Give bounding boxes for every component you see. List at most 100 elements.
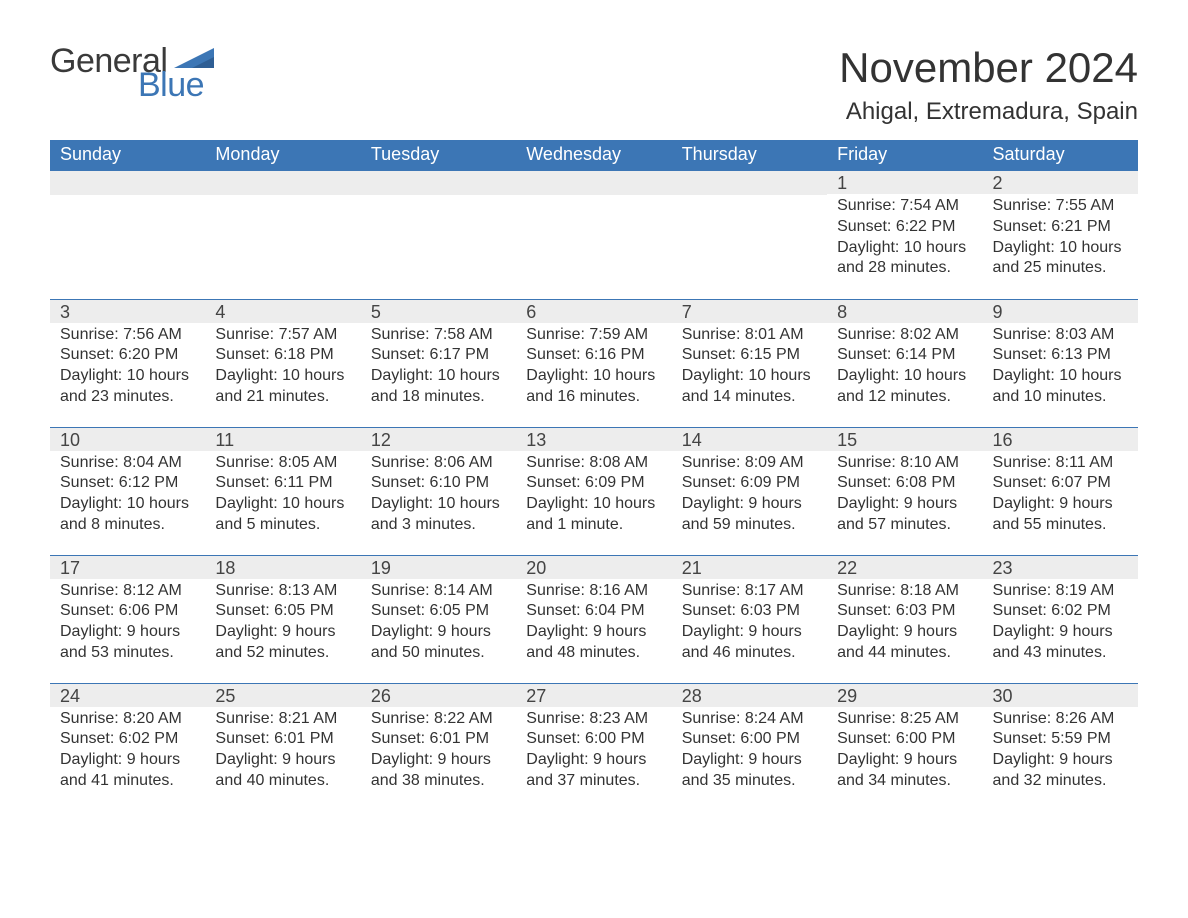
day-body: Sunrise: 8:25 AMSunset: 6:00 PMDaylight:… [827, 707, 982, 798]
daylight-line: Daylight: 9 hours and 41 minutes. [60, 750, 195, 792]
calendar-day-cell: 23Sunrise: 8:19 AMSunset: 6:02 PMDayligh… [983, 555, 1138, 683]
day-body: Sunrise: 8:19 AMSunset: 6:02 PMDaylight:… [983, 579, 1138, 670]
calendar-day-cell: 17Sunrise: 8:12 AMSunset: 6:06 PMDayligh… [50, 555, 205, 683]
sunrise-line: Sunrise: 8:09 AM [682, 453, 817, 474]
day-body: Sunrise: 7:56 AMSunset: 6:20 PMDaylight:… [50, 323, 205, 414]
day-body: Sunrise: 8:26 AMSunset: 5:59 PMDaylight:… [983, 707, 1138, 798]
day-number: 17 [50, 556, 205, 579]
daylight-line: Daylight: 9 hours and 55 minutes. [993, 494, 1128, 536]
day-number: 10 [50, 428, 205, 451]
sunrise-line: Sunrise: 8:22 AM [371, 709, 506, 730]
calendar-day-cell [516, 171, 671, 299]
sunrise-line: Sunrise: 8:16 AM [526, 581, 661, 602]
day-body: Sunrise: 8:02 AMSunset: 6:14 PMDaylight:… [827, 323, 982, 414]
page-title: November 2024 [839, 44, 1138, 92]
day-body [361, 195, 516, 203]
sunrise-line: Sunrise: 8:26 AM [993, 709, 1128, 730]
sunset-line: Sunset: 6:03 PM [837, 601, 972, 622]
day-number: 19 [361, 556, 516, 579]
day-body: Sunrise: 7:58 AMSunset: 6:17 PMDaylight:… [361, 323, 516, 414]
day-body: Sunrise: 8:06 AMSunset: 6:10 PMDaylight:… [361, 451, 516, 542]
day-number: 15 [827, 428, 982, 451]
day-number: 12 [361, 428, 516, 451]
sunrise-line: Sunrise: 8:19 AM [993, 581, 1128, 602]
day-number: 26 [361, 684, 516, 707]
calendar-day-cell: 7Sunrise: 8:01 AMSunset: 6:15 PMDaylight… [672, 299, 827, 427]
day-number: 11 [205, 428, 360, 451]
sunset-line: Sunset: 6:03 PM [682, 601, 817, 622]
daylight-line: Daylight: 9 hours and 44 minutes. [837, 622, 972, 664]
sunrise-line: Sunrise: 8:11 AM [993, 453, 1128, 474]
sunset-line: Sunset: 6:15 PM [682, 345, 817, 366]
sunrise-line: Sunrise: 7:55 AM [993, 196, 1128, 217]
sunrise-line: Sunrise: 8:18 AM [837, 581, 972, 602]
calendar-day-cell: 19Sunrise: 8:14 AMSunset: 6:05 PMDayligh… [361, 555, 516, 683]
sunset-line: Sunset: 6:10 PM [371, 473, 506, 494]
day-body: Sunrise: 8:24 AMSunset: 6:00 PMDaylight:… [672, 707, 827, 798]
daylight-line: Daylight: 10 hours and 21 minutes. [215, 366, 350, 408]
sunrise-line: Sunrise: 8:06 AM [371, 453, 506, 474]
day-body [516, 195, 671, 203]
page-subtitle: Ahigal, Extremadura, Spain [839, 98, 1138, 126]
calendar-day-cell [205, 171, 360, 299]
sunset-line: Sunset: 6:13 PM [993, 345, 1128, 366]
daylight-line: Daylight: 9 hours and 50 minutes. [371, 622, 506, 664]
day-number: 1 [827, 171, 982, 194]
calendar-day-cell: 3Sunrise: 7:56 AMSunset: 6:20 PMDaylight… [50, 299, 205, 427]
day-number: 27 [516, 684, 671, 707]
sunset-line: Sunset: 6:14 PM [837, 345, 972, 366]
daylight-line: Daylight: 10 hours and 28 minutes. [837, 238, 972, 280]
daylight-line: Daylight: 9 hours and 46 minutes. [682, 622, 817, 664]
calendar-day-cell: 28Sunrise: 8:24 AMSunset: 6:00 PMDayligh… [672, 683, 827, 811]
weekday-header-row: SundayMondayTuesdayWednesdayThursdayFrid… [50, 140, 1138, 171]
daylight-line: Daylight: 9 hours and 38 minutes. [371, 750, 506, 792]
sunset-line: Sunset: 6:08 PM [837, 473, 972, 494]
calendar-day-cell: 15Sunrise: 8:10 AMSunset: 6:08 PMDayligh… [827, 427, 982, 555]
calendar-week-row: 24Sunrise: 8:20 AMSunset: 6:02 PMDayligh… [50, 683, 1138, 811]
day-body: Sunrise: 8:14 AMSunset: 6:05 PMDaylight:… [361, 579, 516, 670]
calendar-day-cell: 5Sunrise: 7:58 AMSunset: 6:17 PMDaylight… [361, 299, 516, 427]
sunset-line: Sunset: 6:11 PM [215, 473, 350, 494]
calendar-day-cell: 1Sunrise: 7:54 AMSunset: 6:22 PMDaylight… [827, 171, 982, 299]
day-number: 2 [983, 171, 1138, 194]
sunrise-line: Sunrise: 8:03 AM [993, 325, 1128, 346]
calendar-week-row: 17Sunrise: 8:12 AMSunset: 6:06 PMDayligh… [50, 555, 1138, 683]
page: General Blue November 2024 Ahigal, Extre… [0, 0, 1188, 851]
sunset-line: Sunset: 6:22 PM [837, 217, 972, 238]
day-body: Sunrise: 8:05 AMSunset: 6:11 PMDaylight:… [205, 451, 360, 542]
daylight-line: Daylight: 9 hours and 52 minutes. [215, 622, 350, 664]
sunset-line: Sunset: 6:07 PM [993, 473, 1128, 494]
sunset-line: Sunset: 5:59 PM [993, 729, 1128, 750]
day-body [50, 195, 205, 203]
day-number [672, 171, 827, 195]
day-body: Sunrise: 8:23 AMSunset: 6:00 PMDaylight:… [516, 707, 671, 798]
calendar-day-cell: 26Sunrise: 8:22 AMSunset: 6:01 PMDayligh… [361, 683, 516, 811]
day-body: Sunrise: 8:13 AMSunset: 6:05 PMDaylight:… [205, 579, 360, 670]
weekday-header: Saturday [983, 140, 1138, 171]
day-number: 9 [983, 300, 1138, 323]
sunrise-line: Sunrise: 8:25 AM [837, 709, 972, 730]
daylight-line: Daylight: 9 hours and 43 minutes. [993, 622, 1128, 664]
weekday-header: Wednesday [516, 140, 671, 171]
sunrise-line: Sunrise: 8:23 AM [526, 709, 661, 730]
calendar-day-cell: 12Sunrise: 8:06 AMSunset: 6:10 PMDayligh… [361, 427, 516, 555]
day-body: Sunrise: 8:11 AMSunset: 6:07 PMDaylight:… [983, 451, 1138, 542]
calendar-day-cell: 27Sunrise: 8:23 AMSunset: 6:00 PMDayligh… [516, 683, 671, 811]
day-body: Sunrise: 8:04 AMSunset: 6:12 PMDaylight:… [50, 451, 205, 542]
day-number: 29 [827, 684, 982, 707]
daylight-line: Daylight: 9 hours and 48 minutes. [526, 622, 661, 664]
calendar-day-cell [672, 171, 827, 299]
brand-logo: General Blue [50, 44, 214, 102]
sunrise-line: Sunrise: 7:56 AM [60, 325, 195, 346]
day-number: 3 [50, 300, 205, 323]
sunset-line: Sunset: 6:00 PM [837, 729, 972, 750]
sunrise-line: Sunrise: 8:01 AM [682, 325, 817, 346]
daylight-line: Daylight: 9 hours and 59 minutes. [682, 494, 817, 536]
day-body: Sunrise: 8:17 AMSunset: 6:03 PMDaylight:… [672, 579, 827, 670]
daylight-line: Daylight: 9 hours and 35 minutes. [682, 750, 817, 792]
day-body: Sunrise: 7:54 AMSunset: 6:22 PMDaylight:… [827, 194, 982, 285]
day-number: 24 [50, 684, 205, 707]
calendar-day-cell: 2Sunrise: 7:55 AMSunset: 6:21 PMDaylight… [983, 171, 1138, 299]
weekday-header: Monday [205, 140, 360, 171]
sunrise-line: Sunrise: 7:58 AM [371, 325, 506, 346]
